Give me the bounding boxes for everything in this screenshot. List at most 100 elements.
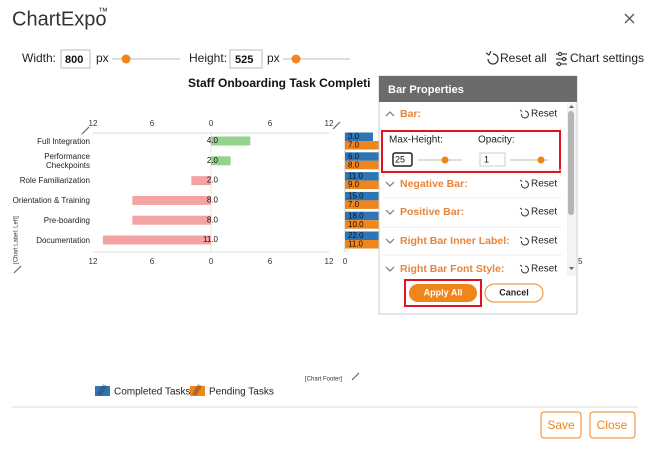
category-label: Orientation & Training <box>12 195 90 205</box>
data-label: 7.0 <box>348 141 360 150</box>
chevron <box>385 209 395 215</box>
cancel-button[interactable] <box>484 283 544 303</box>
reset-icon <box>519 179 529 189</box>
bar <box>211 136 251 146</box>
edit-icons[interactable] <box>13 121 360 381</box>
category-label: Documentation <box>36 235 90 245</box>
data-label: 10.0 <box>348 220 364 229</box>
x-tick-label: 12 <box>89 119 98 128</box>
section-label: Negative Bar: <box>400 178 468 190</box>
bar <box>132 215 211 225</box>
data-label: 7.0 <box>348 200 360 209</box>
bar-properties-panel: Bar Properties Max-Height: 25 Opacity: 1… <box>378 75 578 315</box>
bar <box>191 176 211 186</box>
data-label: 11.0 <box>348 240 364 249</box>
category-label: Role Familiarization <box>19 176 90 186</box>
slider-thumb[interactable] <box>441 156 449 164</box>
x-tick-label: 0 <box>209 257 214 266</box>
trademark: ™ <box>98 7 108 18</box>
close-icon[interactable] <box>624 13 635 24</box>
max-height-input[interactable] <box>392 152 413 167</box>
y-axis-label: [Chart Label: Left] <box>14 216 20 264</box>
x-tick-label: 6 <box>150 119 155 128</box>
reset-label[interactable]: Reset <box>531 109 557 120</box>
reset-icon <box>519 207 529 217</box>
legend-swatch <box>190 386 205 396</box>
data-label: 6.0 <box>348 152 360 161</box>
category-label: Performance Checkpoints <box>44 151 90 170</box>
data-label: 2.0 <box>207 176 219 185</box>
data-label: 2.0 <box>207 156 219 165</box>
data-label: 8.0 <box>348 160 360 169</box>
reset-label[interactable]: Reset <box>531 236 557 247</box>
x-tick-label: 0 <box>343 257 348 266</box>
x-tick-label: 12 <box>325 257 334 266</box>
x-tick-label: 0 <box>209 119 214 128</box>
legend-label: Pending Tasks <box>209 387 274 398</box>
opacity-input[interactable] <box>479 152 506 167</box>
section-label: Bar: <box>400 108 421 120</box>
opacity-label: Opacity: <box>478 135 515 146</box>
x-tick-label: 6 <box>268 119 273 128</box>
scrollbar-thumb[interactable] <box>568 111 574 215</box>
chart-settings[interactable]: Chart settings <box>570 51 644 65</box>
legend-label: Completed Tasks <box>114 387 191 398</box>
width-unit: px <box>96 51 109 65</box>
reset-icon <box>519 264 529 274</box>
opacity-value: 1 <box>484 154 489 164</box>
bar <box>345 132 373 141</box>
reset-icon <box>519 236 529 246</box>
reset-label[interactable]: Reset <box>531 264 557 275</box>
panel-title: Bar Properties <box>388 84 464 96</box>
chevron <box>385 266 395 272</box>
highlight-box <box>404 279 482 307</box>
apply-all-button[interactable] <box>409 284 477 302</box>
section-label: Right Bar Font Style: <box>400 263 504 275</box>
data-label: 11.0 <box>203 235 219 244</box>
apply-all-label: Apply All <box>424 287 463 297</box>
legend-glyph <box>192 384 202 396</box>
panel-sections: Max-Height: 25 Opacity: 1 Bar: Reset Negat… <box>381 108 562 275</box>
reset-all[interactable]: Reset all <box>500 51 547 65</box>
height-input[interactable] <box>229 49 263 69</box>
save-button[interactable] <box>540 411 582 439</box>
close-button[interactable] <box>589 411 636 439</box>
max-height-value: 25 <box>395 154 405 164</box>
reset-icon[interactable] <box>485 50 499 65</box>
category-label: Pre-boarding <box>43 215 90 225</box>
x-tick-label: 12 <box>89 257 98 266</box>
data-label: 8.0 <box>207 196 219 205</box>
data-label: 22.0 <box>348 231 364 240</box>
section-label: Right Bar Inner Label: <box>400 235 510 247</box>
slider-thumb[interactable] <box>291 54 301 64</box>
chevron <box>385 111 395 117</box>
height-unit: px <box>267 51 280 65</box>
reset-label[interactable]: Reset <box>531 207 557 218</box>
height-value: 525 <box>235 54 253 66</box>
category-label: Full Integration <box>37 136 90 146</box>
reset-label[interactable]: Reset <box>531 179 557 190</box>
bar <box>345 200 411 209</box>
bar <box>132 195 211 205</box>
data-label: 18.0 <box>348 211 364 220</box>
bar <box>211 156 231 166</box>
bar <box>345 141 411 150</box>
legend-swatch <box>95 386 110 396</box>
app-title: ChartExpo <box>12 8 107 30</box>
width-label: Width: <box>22 51 56 65</box>
settings-icon[interactable] <box>556 51 567 67</box>
data-label: 11.0 <box>348 172 364 181</box>
width-input[interactable] <box>60 49 91 69</box>
highlight-box <box>381 130 561 173</box>
section-label: Positive Bar: <box>400 206 464 218</box>
slider-thumb[interactable] <box>537 156 545 164</box>
max-height-label: Max-Height: <box>389 135 443 146</box>
x-tick-label: 25 <box>574 257 583 266</box>
panel-header <box>379 76 577 102</box>
slider-thumb[interactable] <box>121 54 131 64</box>
x-tick-label: 12 <box>325 119 334 128</box>
panel-body <box>378 75 578 315</box>
chevron <box>385 238 395 244</box>
x-tick-label: 6 <box>268 257 273 266</box>
